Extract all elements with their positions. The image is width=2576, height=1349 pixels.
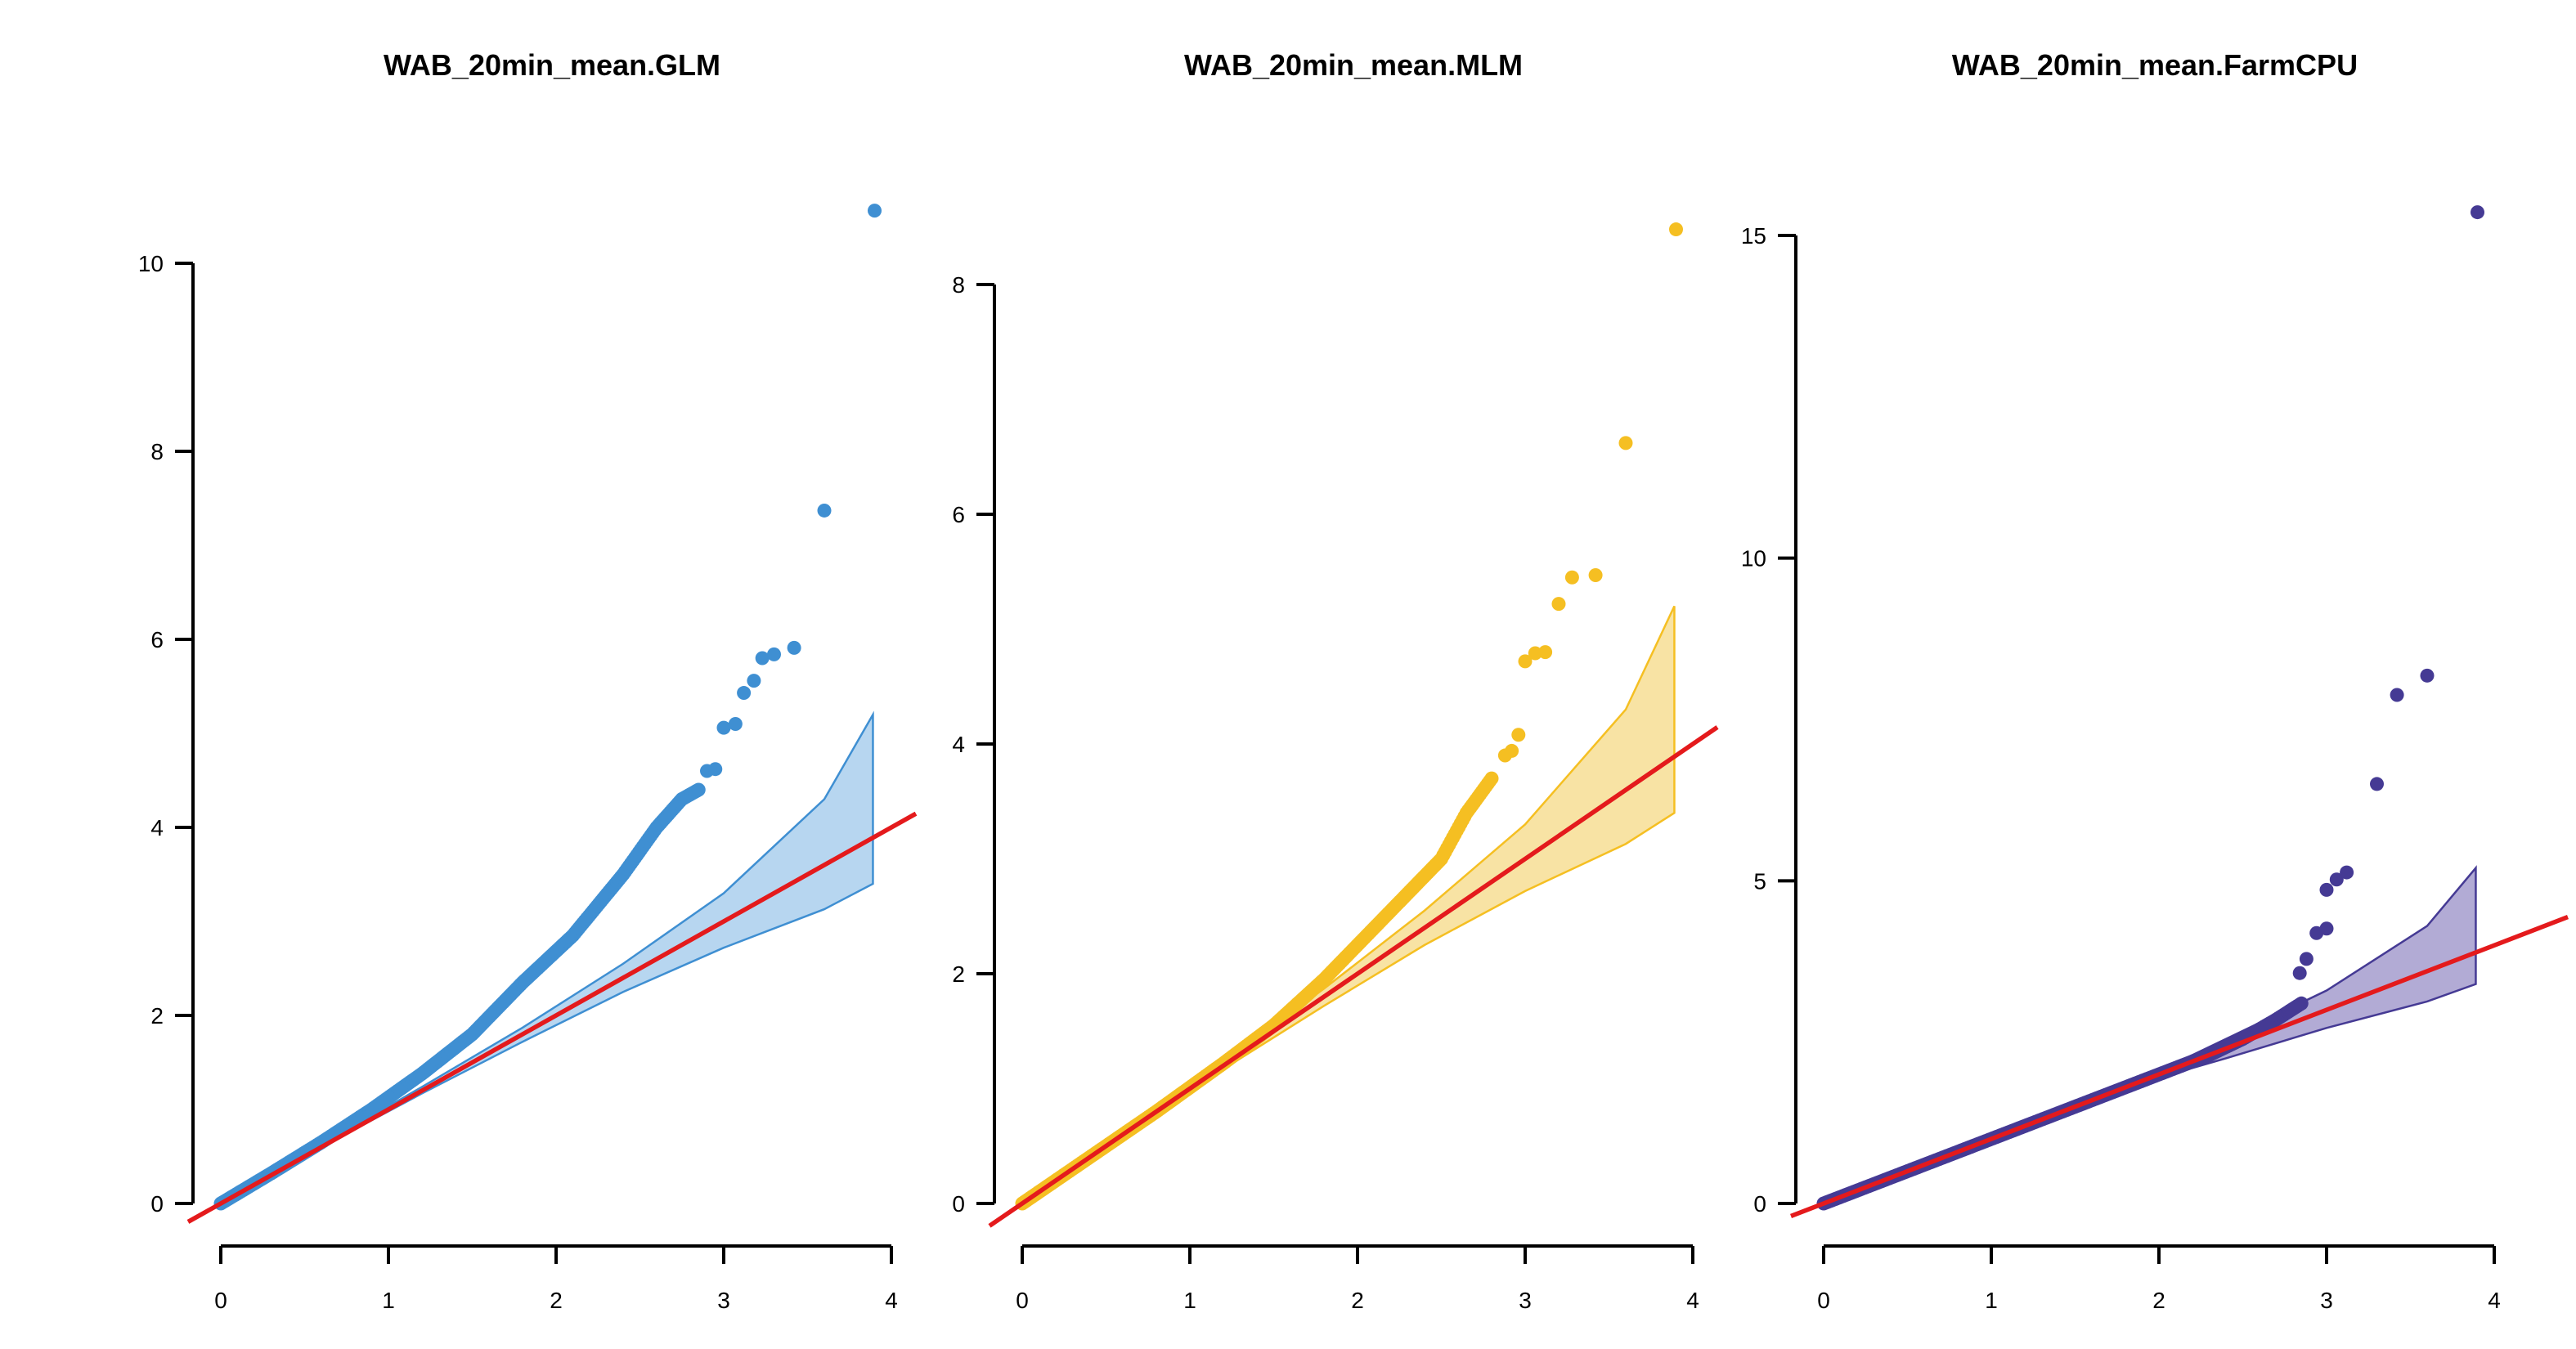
- qq-point: [767, 647, 781, 661]
- x-tick-label: 0: [1817, 1288, 1830, 1313]
- x-tick-label: 4: [885, 1288, 898, 1313]
- qq-panel-glm: WAB_20min_mean.GLM 0 2 4 6 8 10 0 1 2 3 4: [138, 48, 918, 1313]
- qq-point: [2340, 865, 2354, 880]
- y-tick-label: 6: [150, 627, 164, 652]
- x-tick-label: 1: [382, 1288, 395, 1313]
- qq-point: [1538, 645, 1553, 660]
- qq-point: [2319, 921, 2334, 936]
- qq-point: [2299, 952, 2313, 966]
- qq-point: [2471, 205, 2484, 220]
- qq-point: [691, 782, 706, 797]
- qq-point: [2319, 882, 2334, 897]
- y-tick-label: 10: [138, 251, 164, 276]
- qq-point: [716, 720, 731, 735]
- qq-point: [1669, 222, 1683, 237]
- x-tick-label: 2: [1351, 1288, 1364, 1313]
- y-tick-label: 8: [150, 439, 164, 464]
- qq-point: [1484, 771, 1499, 786]
- qq-point: [1564, 570, 1579, 585]
- qq-point: [868, 204, 882, 218]
- qq-point: [787, 640, 801, 655]
- y-tick-label: 8: [952, 272, 965, 298]
- qq-point: [747, 674, 761, 688]
- qq-point: [737, 686, 752, 701]
- qq-point: [2292, 966, 2307, 980]
- y-tick-label: 5: [1753, 868, 1766, 894]
- qq-point: [1551, 597, 1566, 612]
- y-tick-label: 6: [952, 502, 965, 527]
- x-tick-label: 0: [214, 1288, 227, 1313]
- y-tick-label: 15: [1741, 223, 1766, 249]
- x-tick-label: 3: [717, 1288, 730, 1313]
- x-tick-label: 4: [1686, 1288, 1699, 1313]
- qq-point: [1518, 654, 1533, 669]
- x-tick-label: 4: [2488, 1288, 2501, 1313]
- x-tick-label: 2: [2152, 1288, 2165, 1313]
- qq-panel-farmcpu: WAB_20min_mean.FarmCPU 0 5 10 15 0 1 2 3 4: [1741, 48, 2569, 1313]
- y-tick-label: 2: [150, 1003, 164, 1029]
- y-tick-label: 0: [150, 1191, 164, 1217]
- qq-point: [1505, 743, 1519, 758]
- qq-point: [1511, 728, 1526, 742]
- qq-point: [755, 651, 770, 666]
- y-tick-label: 2: [952, 961, 965, 987]
- x-tick-label: 3: [1519, 1288, 1532, 1313]
- confidence-band: [1222, 605, 1676, 1071]
- reference-line: [1790, 915, 2569, 1218]
- panel-title: WAB_20min_mean.FarmCPU: [1952, 48, 2358, 82]
- x-tick-label: 2: [550, 1288, 563, 1313]
- qq-point: [1528, 646, 1542, 661]
- qq-point: [2370, 777, 2384, 791]
- panel-title: WAB_20min_mean.GLM: [384, 48, 720, 82]
- x-tick-label: 3: [2320, 1288, 2333, 1313]
- reference-line: [988, 725, 1719, 1228]
- y-tick-label: 4: [150, 815, 164, 840]
- x-tick-label: 0: [1016, 1288, 1029, 1313]
- qq-point: [2294, 996, 2309, 1011]
- y-tick-label: 0: [952, 1191, 965, 1217]
- panel-title: WAB_20min_mean.MLM: [1184, 48, 1523, 82]
- qq-point: [817, 503, 832, 518]
- qq-point: [1618, 436, 1633, 450]
- qq-point: [2390, 688, 2404, 702]
- x-tick-label: 1: [1985, 1288, 1998, 1313]
- qq-point: [2329, 872, 2344, 887]
- qq-point: [708, 762, 723, 777]
- qq-panel-mlm: WAB_20min_mean.MLM 0 2 4 6 8 0 1 2 3 4: [952, 48, 1719, 1313]
- y-tick-label: 10: [1741, 546, 1766, 571]
- x-tick-label: 1: [1183, 1288, 1196, 1313]
- qq-point: [1588, 567, 1603, 582]
- qq-point: [728, 717, 743, 731]
- y-tick-label: 4: [952, 732, 965, 757]
- reference-line: [186, 811, 918, 1224]
- confidence-band: [320, 710, 874, 1150]
- qq-point: [2420, 668, 2435, 683]
- y-tick-label: 0: [1753, 1191, 1766, 1217]
